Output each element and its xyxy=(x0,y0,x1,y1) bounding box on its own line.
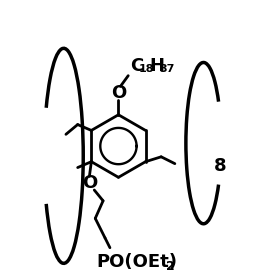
Text: 18: 18 xyxy=(139,64,155,74)
Text: 37: 37 xyxy=(160,64,175,74)
Text: C: C xyxy=(130,57,144,75)
Text: O: O xyxy=(82,174,97,192)
Text: O: O xyxy=(111,84,126,102)
Text: PO(OEt): PO(OEt) xyxy=(97,253,178,271)
Text: 8: 8 xyxy=(214,156,226,175)
Text: H: H xyxy=(150,57,165,75)
Text: 2: 2 xyxy=(166,260,175,273)
